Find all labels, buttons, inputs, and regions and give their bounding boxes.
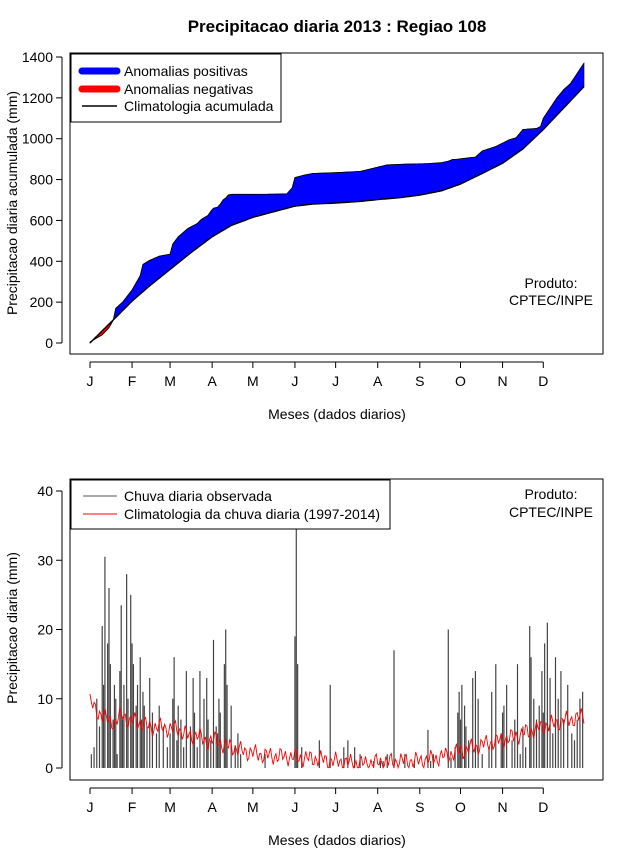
y-tick-label: 600 — [30, 212, 54, 228]
y-axis-label: Precipitacao diaria (mm) — [4, 552, 20, 704]
y-axis: 0 200 400 600 800 1000 1200 1400 — [22, 49, 63, 351]
legend-label-positive: Anomalias positivas — [124, 63, 248, 79]
legend-label-observed: Chuva diaria observada — [124, 488, 272, 504]
y-tick-label: 30 — [37, 552, 53, 568]
month-tick-label: A — [373, 799, 383, 815]
daily-climatology-line — [89, 693, 585, 770]
month-tick-label: F — [128, 373, 137, 389]
month-tick-label: D — [538, 799, 548, 815]
y-tick-label: 40 — [37, 483, 53, 499]
x-axis-label: Meses (dados diarios) — [268, 406, 406, 422]
month-tick-label: M — [164, 373, 176, 389]
accumulated-lines — [89, 62, 585, 344]
legend-label-climatology: Climatologia da chuva diaria (1997-2014) — [124, 506, 380, 522]
legend: Anomalias positivas Anomalias negativas … — [70, 53, 282, 123]
month-tick-label: O — [455, 799, 466, 815]
y-tick-label: 800 — [30, 172, 54, 188]
month-tick-label: J — [291, 799, 298, 815]
accumulated-precipitation-chart: Precipitacao diaria 2013 : Regiao 108 0 2… — [4, 17, 604, 422]
month-tick-label: J — [332, 799, 339, 815]
chart-title: Precipitacao diaria 2013 : Regiao 108 — [188, 17, 487, 36]
climatology-accumulated-line — [89, 86, 585, 344]
legend-label-negative: Anomalias negativas — [124, 81, 253, 97]
month-tick-label: S — [415, 373, 424, 389]
y-tick-label: 20 — [37, 622, 53, 638]
y-tick-label: 10 — [37, 691, 53, 707]
y-tick-label: 1000 — [22, 131, 53, 147]
legend: Chuva diaria observada Climatologia da c… — [70, 479, 391, 530]
legend-label-climatology: Climatologia acumulada — [124, 98, 274, 114]
month-tick-label: A — [373, 373, 383, 389]
month-tick-label: J — [87, 373, 94, 389]
month-tick-label: A — [207, 799, 217, 815]
plot-frame — [69, 478, 604, 781]
month-tick-label: N — [498, 373, 508, 389]
y-tick-label: 0 — [45, 335, 53, 351]
month-tick-label: S — [415, 799, 424, 815]
y-axis: 0 10 20 30 40 — [37, 483, 63, 776]
y-tick-label: 1200 — [22, 90, 53, 106]
product-source: CPTEC/INPE — [509, 292, 593, 308]
month-tick-label: J — [291, 373, 298, 389]
month-tick-label: D — [538, 373, 548, 389]
month-tick-label: J — [87, 799, 94, 815]
month-tick-label: N — [498, 799, 508, 815]
y-tick-label: 0 — [45, 760, 53, 776]
climatology-daily-line — [89, 693, 585, 770]
y-tick-label: 400 — [30, 253, 54, 269]
month-tick-label: J — [332, 373, 339, 389]
month-tick-label: M — [164, 799, 176, 815]
month-tick-label: M — [247, 373, 259, 389]
plot-frame — [69, 52, 604, 355]
y-tick-label: 200 — [30, 294, 54, 310]
product-label: Produto: — [525, 275, 578, 291]
x-axis-label: Meses (dados diarios) — [268, 832, 406, 848]
y-tick-label: 1400 — [22, 49, 53, 65]
y-axis-label: Precipitacao diaria acumulada (mm) — [4, 91, 20, 315]
month-tick-label: M — [247, 799, 259, 815]
daily-precipitation-chart: 0 10 20 30 40 J F M A M J J A S O N D Meses (dados diar… — [4, 478, 604, 848]
legend-box — [70, 479, 391, 530]
month-tick-label: F — [128, 799, 137, 815]
daily-bars — [90, 525, 584, 768]
month-tick-label: O — [455, 373, 466, 389]
product-label: Produto: — [525, 486, 578, 502]
month-tick-label: A — [207, 373, 217, 389]
product-source: CPTEC/INPE — [509, 504, 593, 520]
observed-accumulated-line — [89, 62, 585, 343]
